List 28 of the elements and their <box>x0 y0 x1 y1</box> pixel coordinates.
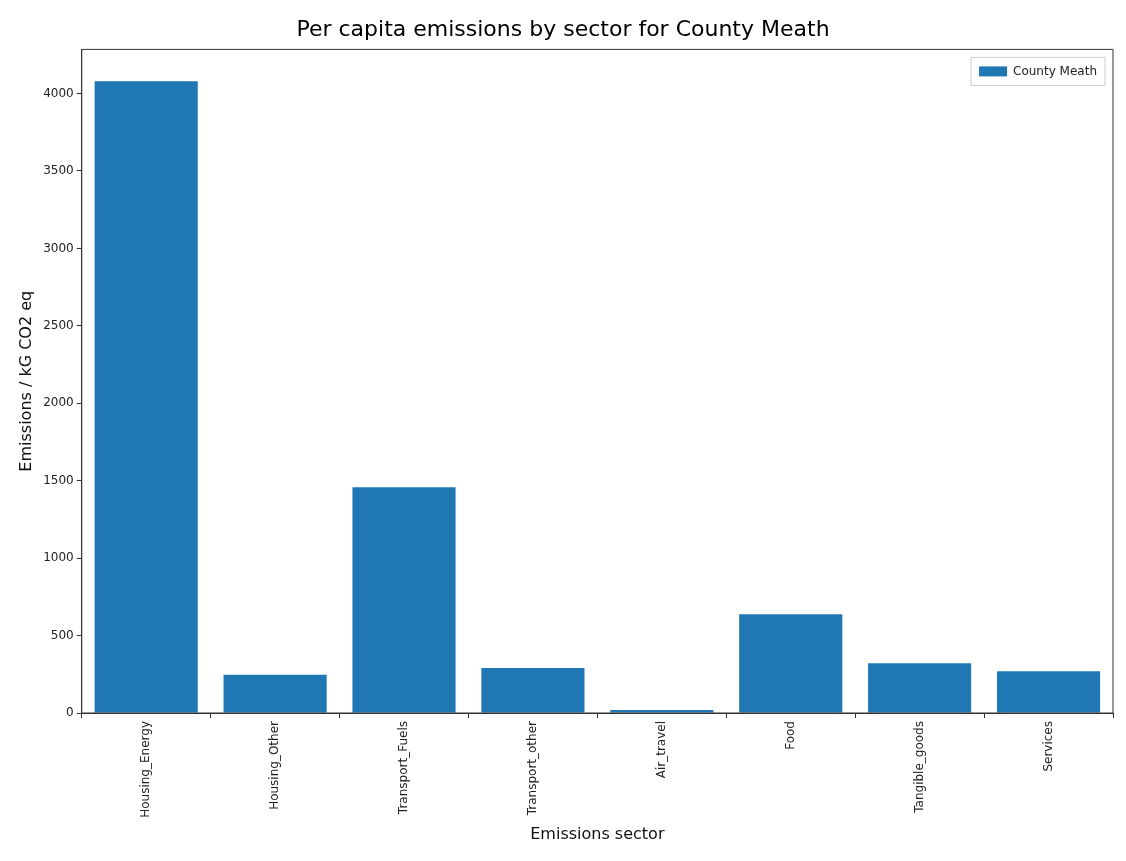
y-axis-title: Emissions / kG CO2 eq <box>15 290 35 472</box>
bar <box>223 674 327 713</box>
y-tick-label: 500 <box>50 627 74 642</box>
bar <box>996 671 1101 713</box>
x-tick-label: Transport_Fuels <box>396 721 411 816</box>
x-tick-label: Housing_Energy <box>138 721 153 818</box>
y-tick-label: 0 <box>66 705 74 720</box>
x-tick-label: Housing_Other <box>267 720 282 810</box>
chart-title: Per capita emissions by sector for County Meath <box>296 15 830 41</box>
legend-label: County Meath <box>1013 63 1097 78</box>
x-axis-title: Emissions sector <box>530 823 665 843</box>
x-tick-label: Services <box>1040 721 1055 772</box>
y-tick-label: 3000 <box>43 240 74 255</box>
y-tick-label: 2000 <box>43 395 74 410</box>
x-tick-label: Food <box>782 721 797 750</box>
y-tick-label: 1500 <box>43 472 74 487</box>
y-tick-label: 2500 <box>43 317 74 332</box>
y-tick-label: 3500 <box>43 163 74 178</box>
bar <box>868 663 972 713</box>
bar <box>481 667 585 713</box>
x-tick-label: Transport_other <box>525 720 540 817</box>
y-tick-label: 1000 <box>43 550 74 565</box>
y-tick-label: 4000 <box>43 85 74 100</box>
bar <box>352 487 456 713</box>
bar <box>94 81 198 713</box>
x-tick-label: Air_travel <box>653 721 668 779</box>
x-tick-label: Tangible_goods <box>911 721 926 814</box>
bar <box>739 614 843 713</box>
